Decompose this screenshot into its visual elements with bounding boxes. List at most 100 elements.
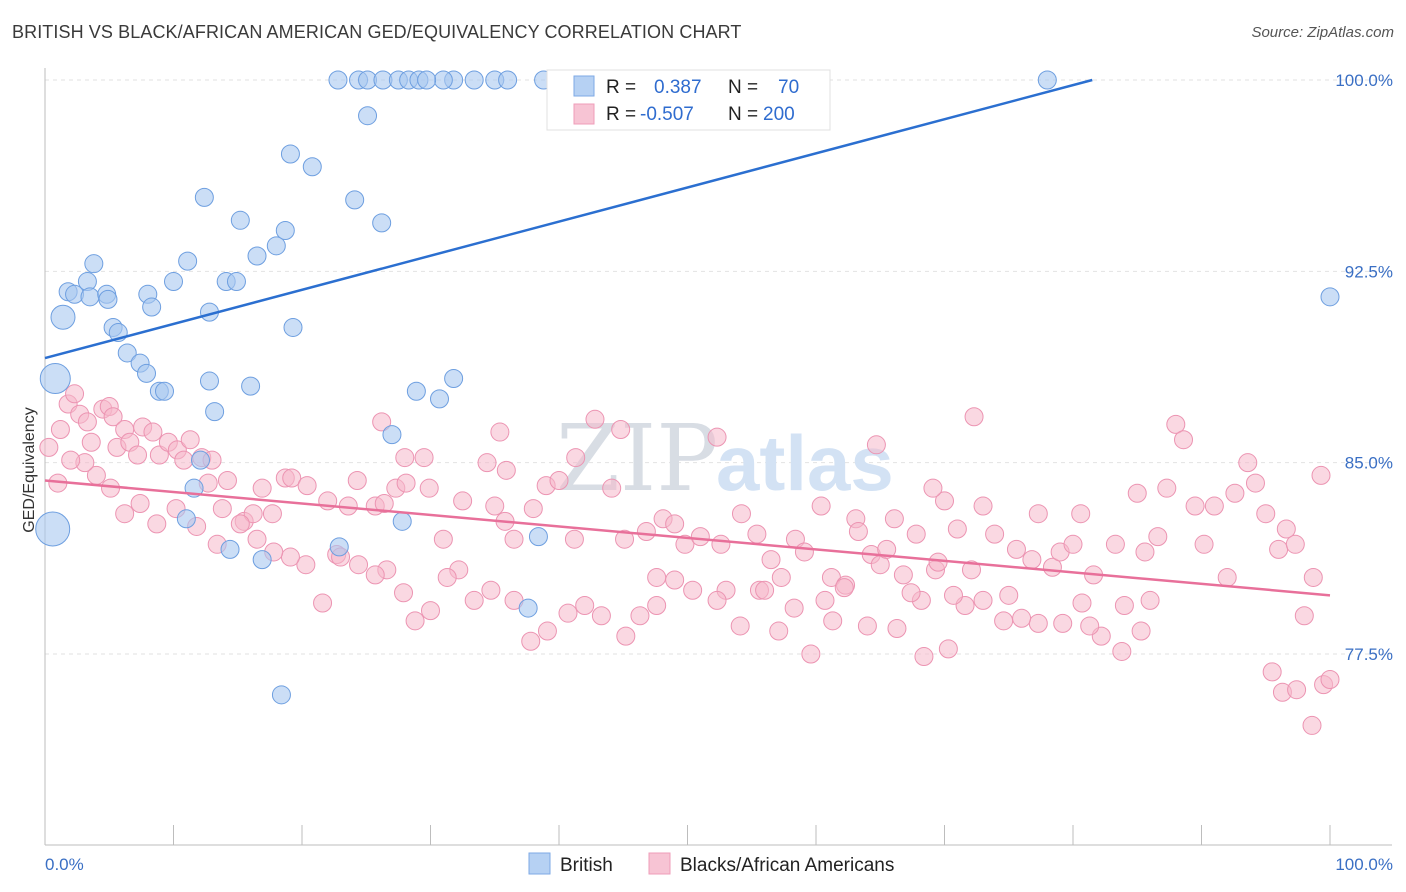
- black-point-51: [549, 471, 569, 491]
- black-point-15: [143, 422, 163, 442]
- black-point-24: [217, 471, 237, 491]
- british-point-35: [98, 289, 118, 309]
- bottom-legend-black: Blacks/African Americans: [680, 855, 894, 876]
- black-point-67: [761, 550, 781, 570]
- british-point-17: [302, 157, 322, 177]
- british-point-68: [433, 70, 453, 90]
- black-point-68: [771, 567, 791, 587]
- british-point-45: [137, 363, 157, 383]
- legend-black-n-value: 200: [763, 104, 795, 125]
- black-point-197: [1012, 608, 1032, 628]
- watermark: ZIP atlas: [556, 405, 894, 512]
- black-point-161: [537, 621, 557, 641]
- black-point-169: [405, 611, 425, 631]
- legend-black-r-value: -0.507: [640, 104, 694, 125]
- british-point-51: [406, 381, 426, 401]
- black-point-129: [566, 448, 586, 468]
- british-point-69: [417, 70, 437, 90]
- black-point-173: [349, 555, 369, 575]
- black-point-195: [901, 583, 921, 603]
- black-point-117: [1303, 567, 1323, 587]
- black-point-124: [1320, 670, 1340, 690]
- british-point-67: [35, 511, 71, 547]
- black-point-29: [262, 504, 282, 524]
- black-point-148: [801, 644, 821, 664]
- y-tick-labels: 77.5% 85.0% 92.5% 100.0%: [1335, 71, 1393, 664]
- black-point-111: [1245, 473, 1265, 493]
- black-point-127: [496, 460, 516, 480]
- black-point-172: [365, 565, 385, 585]
- british-points: [35, 70, 1340, 705]
- black-point-89: [1022, 550, 1042, 570]
- black-point-53: [585, 409, 605, 429]
- british-point-42: [283, 317, 303, 337]
- series-legend: British Blacks/African Americans: [528, 852, 894, 876]
- black-point-133: [964, 407, 984, 427]
- black-point-101: [1148, 527, 1168, 547]
- bottom-legend-swatch-black: [648, 852, 671, 875]
- black-point-114: [1276, 519, 1296, 539]
- black-point-180: [230, 514, 250, 534]
- british-point-23: [266, 236, 286, 256]
- black-point-41: [414, 448, 434, 468]
- black-point-160: [558, 603, 578, 623]
- black-point-116: [1294, 606, 1314, 626]
- y-tick-label-1: 85.0%: [1345, 454, 1393, 473]
- black-point-54: [602, 478, 622, 498]
- black-point-55: [611, 420, 631, 440]
- black-point-97: [1105, 534, 1125, 554]
- black-point-3: [65, 384, 85, 404]
- black-point-90: [1028, 504, 1048, 524]
- black-point-136: [1112, 641, 1132, 661]
- black-point-61: [675, 534, 695, 554]
- black-point-1: [50, 420, 70, 440]
- british-point-37: [142, 297, 162, 317]
- black-point-146: [857, 616, 877, 636]
- british-point-14: [1037, 70, 1057, 90]
- black-point-125: [372, 412, 392, 432]
- black-point-28: [252, 478, 272, 498]
- british-point-58: [176, 509, 196, 529]
- black-point-98: [1114, 596, 1134, 616]
- british-point-49: [155, 381, 175, 401]
- british-point-16: [280, 144, 300, 164]
- legend-british-n-value: 70: [778, 77, 799, 98]
- black-point-157: [616, 626, 636, 646]
- british-point-8: [464, 70, 484, 90]
- black-point-194: [848, 522, 868, 542]
- black-point-19: [174, 450, 194, 470]
- black-point-162: [521, 631, 541, 651]
- black-point-20: [180, 430, 200, 450]
- black-point-100: [1135, 542, 1155, 562]
- black-point-0: [39, 437, 59, 457]
- legend-british-r-value: 0.387: [654, 77, 702, 98]
- british-point-28: [164, 272, 183, 292]
- black-point-62: [690, 527, 710, 547]
- black-point-79: [906, 524, 926, 544]
- british-point-59: [392, 511, 412, 531]
- y-tick-label-0: 77.5%: [1345, 645, 1393, 664]
- black-point-84: [961, 560, 981, 580]
- british-point-55: [382, 425, 402, 445]
- legend-swatch-black: [573, 103, 595, 125]
- black-point-154: [665, 570, 685, 590]
- british-point-61: [329, 537, 349, 557]
- black-point-121: [1287, 680, 1307, 700]
- black-point-177: [280, 547, 300, 567]
- black-point-48: [504, 529, 524, 549]
- grid-lines: [45, 79, 1392, 655]
- black-point-140: [994, 611, 1014, 631]
- black-point-27: [243, 504, 263, 524]
- black-point-87: [999, 585, 1019, 605]
- black-point-170: [394, 583, 414, 603]
- black-point-110: [1238, 453, 1258, 473]
- british-point-24: [247, 246, 267, 266]
- british-point-19: [345, 190, 365, 210]
- british-point-15: [358, 106, 378, 126]
- black-point-156: [630, 606, 650, 626]
- black-point-93: [1063, 534, 1083, 554]
- black-point-103: [1166, 414, 1186, 434]
- british-point-50: [241, 376, 261, 396]
- black-point-115: [1285, 534, 1305, 554]
